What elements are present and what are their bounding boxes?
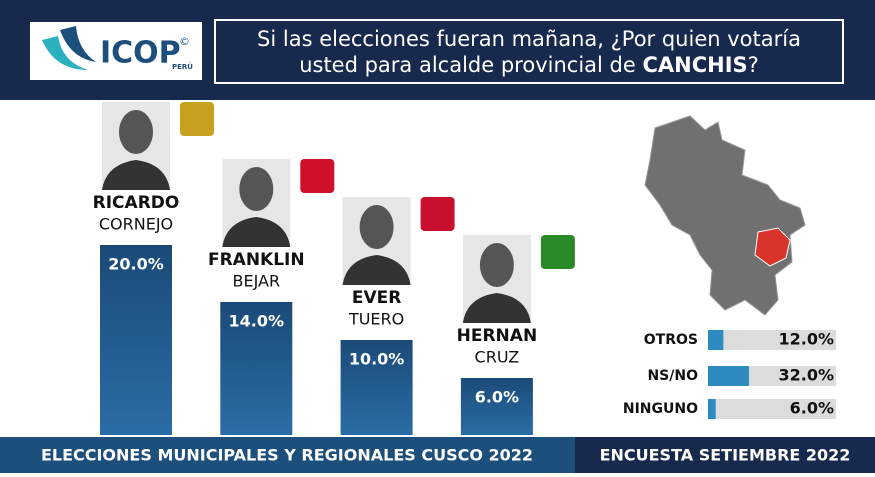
party-logo bbox=[540, 235, 575, 269]
photo-head bbox=[119, 110, 153, 154]
row-label: NS/NO bbox=[647, 368, 698, 384]
value-label: 6.0% bbox=[790, 399, 834, 418]
footer-right: ENCUESTA SETIEMBRE 2022 bbox=[600, 446, 851, 465]
candidate-surname: BEJAR bbox=[233, 272, 281, 291]
value-label: 20.0% bbox=[108, 255, 164, 274]
bar bbox=[708, 330, 724, 350]
logo-icon bbox=[60, 26, 96, 62]
photo-head bbox=[359, 205, 394, 249]
bar bbox=[100, 245, 172, 435]
map-region bbox=[644, 115, 806, 316]
candidate-name: HERNAN bbox=[457, 326, 538, 346]
bar bbox=[220, 302, 293, 435]
photo-body bbox=[462, 293, 531, 323]
value-label: 6.0% bbox=[475, 388, 519, 407]
value-label: 10.0% bbox=[349, 350, 405, 369]
bar-track bbox=[708, 330, 836, 350]
question: Si las elecciones fueran mañana, ¿Por qu… bbox=[257, 27, 801, 51]
map-highlight bbox=[754, 227, 791, 267]
candidate-surname: CORNEJO bbox=[99, 215, 173, 234]
footer-right-band bbox=[575, 437, 875, 473]
value-label: 12.0% bbox=[778, 330, 834, 349]
candidate-surname: CRUZ bbox=[475, 348, 520, 367]
value-label: 14.0% bbox=[229, 312, 285, 331]
question-text: usted para alcalde provincial de bbox=[299, 53, 636, 77]
bar bbox=[340, 340, 413, 435]
footer-left: ELECCIONES MUNICIPALES Y REGIONALES CUSC… bbox=[41, 446, 533, 465]
party-logo bbox=[300, 159, 335, 193]
photo-body bbox=[342, 255, 411, 285]
logo-sub: PERÚ bbox=[172, 62, 193, 71]
candidate-surname: TUERO bbox=[348, 310, 404, 329]
party-logo bbox=[420, 197, 455, 231]
logo-text: ICOP bbox=[100, 36, 181, 71]
photo-body bbox=[102, 160, 170, 190]
question-box bbox=[214, 19, 844, 84]
row-label: NINGUNO bbox=[623, 401, 698, 417]
candidate-name: RICARDO bbox=[93, 193, 180, 213]
party-logo bbox=[180, 102, 214, 136]
footer-left-band bbox=[0, 437, 575, 473]
question-bold: CANCHIS bbox=[642, 53, 747, 77]
photo-body bbox=[222, 217, 291, 247]
bar bbox=[708, 399, 716, 419]
map bbox=[644, 115, 806, 316]
logo-icon bbox=[42, 36, 88, 70]
question: usted para alcalde provincial de CANCHIS… bbox=[299, 53, 759, 77]
value-label: 32.0% bbox=[778, 366, 834, 385]
question-end: ? bbox=[748, 53, 759, 77]
photo-head bbox=[239, 167, 274, 211]
candidate-name: EVER bbox=[352, 288, 401, 308]
candidate-name: FRANKLIN bbox=[208, 250, 305, 270]
photo-head bbox=[479, 243, 514, 287]
bar-track bbox=[708, 399, 836, 419]
row-label: OTROS bbox=[644, 332, 698, 348]
logo-mark: © bbox=[179, 35, 190, 48]
bar bbox=[460, 378, 533, 435]
bar bbox=[708, 366, 749, 386]
